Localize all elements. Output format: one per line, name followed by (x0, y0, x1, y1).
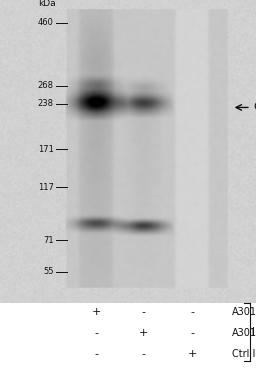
Text: -: - (94, 328, 98, 338)
Text: -: - (141, 307, 145, 317)
Text: Ctrl IgG: Ctrl IgG (232, 349, 256, 359)
Text: +: + (91, 307, 101, 317)
Text: CHD3: CHD3 (253, 102, 256, 112)
Text: 171: 171 (38, 145, 54, 154)
Text: +: + (187, 349, 197, 359)
Text: 117: 117 (38, 183, 54, 192)
Text: 268: 268 (38, 81, 54, 90)
Text: -: - (94, 349, 98, 359)
Text: 238: 238 (38, 99, 54, 108)
Text: -: - (190, 307, 194, 317)
Text: kDa: kDa (38, 0, 56, 7)
Text: 55: 55 (43, 267, 54, 276)
Text: A301-220A: A301-220A (232, 328, 256, 338)
Text: +: + (139, 328, 148, 338)
Text: A301-219A: A301-219A (232, 307, 256, 317)
Text: 460: 460 (38, 18, 54, 27)
Text: IP: IP (252, 327, 256, 337)
Text: 71: 71 (43, 236, 54, 245)
Text: -: - (141, 349, 145, 359)
Text: -: - (190, 328, 194, 338)
